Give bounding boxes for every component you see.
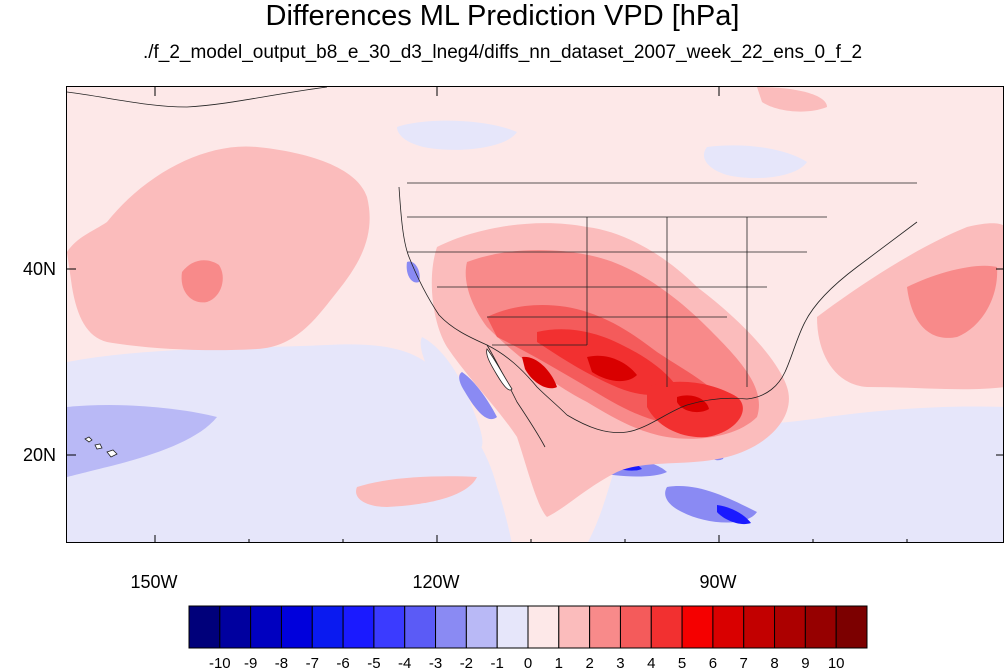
colorbar bbox=[188, 605, 868, 649]
colorbar-box bbox=[435, 605, 467, 649]
colorbar-box bbox=[527, 605, 560, 649]
colorbar-box bbox=[250, 605, 282, 649]
colorbar-label: -7 bbox=[305, 655, 319, 672]
colorbar-box bbox=[373, 605, 406, 649]
colorbar-box bbox=[743, 605, 776, 649]
positive-medium-atlantic bbox=[907, 265, 998, 338]
colorbar-box bbox=[681, 605, 714, 649]
colorbar-label: -9 bbox=[243, 655, 258, 672]
y-tick-label-40n: 40N bbox=[22, 259, 56, 279]
hawaii-islands bbox=[84, 436, 118, 458]
colorbar-box bbox=[774, 605, 806, 649]
colorbar-box bbox=[188, 605, 221, 649]
colorbar-label: -10 bbox=[208, 655, 231, 672]
colorbar-label: 0 bbox=[523, 655, 533, 672]
plot-subtitle: ./f_2_model_output_b8_e_30_d3_lneg4/diff… bbox=[142, 42, 863, 63]
colorbar-box bbox=[311, 605, 344, 649]
colorbar-label: 3 bbox=[616, 655, 625, 672]
x-tick-label-120w: 120W bbox=[412, 572, 460, 592]
colorbar-box bbox=[619, 605, 652, 649]
colorbar-box bbox=[496, 605, 529, 649]
positive-medium-pacific bbox=[181, 260, 223, 303]
negative-moderate-baja-coast bbox=[459, 372, 497, 420]
coastline-and-borders bbox=[398, 182, 918, 434]
negative-region-pacific-north bbox=[397, 120, 517, 150]
positive-peak-mexico bbox=[522, 356, 557, 389]
colorbar-box bbox=[650, 605, 683, 649]
colorbar-label: -4 bbox=[398, 655, 412, 672]
positive-region-east-pacific bbox=[356, 476, 477, 507]
mexico-coast bbox=[486, 344, 546, 448]
positive-region-atlantic bbox=[817, 223, 1003, 390]
colorbar-box bbox=[219, 605, 252, 649]
negative-blue-west-coast bbox=[406, 261, 420, 283]
positive-peak-texas bbox=[587, 355, 637, 382]
colorbar-label: 7 bbox=[739, 655, 748, 672]
colorbar-label: -3 bbox=[428, 655, 443, 672]
colorbar-label: 8 bbox=[770, 655, 779, 672]
baja-peninsula bbox=[486, 348, 513, 391]
plot-title: Differences ML Prediction VPD [hPa] bbox=[265, 0, 740, 32]
colorbar-label: 9 bbox=[801, 655, 810, 672]
positive-region-north-pacific bbox=[757, 87, 827, 112]
colorbar-label: -5 bbox=[367, 655, 381, 672]
colorbar-box bbox=[280, 605, 313, 649]
colorbar-box bbox=[835, 605, 868, 649]
positive-region-pacific-high bbox=[67, 146, 370, 351]
colorbar-label: 4 bbox=[647, 655, 656, 672]
colorbar-label: -8 bbox=[274, 655, 289, 672]
colorbar-box bbox=[465, 605, 498, 649]
negative-moderate-pacific bbox=[67, 405, 217, 477]
colorbar-label: 6 bbox=[708, 655, 718, 672]
colorbar-label: 10 bbox=[827, 655, 845, 672]
x-tick-label-90w: 90W bbox=[699, 572, 737, 592]
tick-marks bbox=[67, 87, 1003, 542]
y-tick-label-20n: 20N bbox=[22, 445, 56, 465]
colorbar-box bbox=[342, 605, 375, 649]
negative-region-baja bbox=[420, 337, 483, 452]
colorbar-label: -6 bbox=[336, 655, 350, 672]
map-panel bbox=[66, 86, 1004, 543]
colorbar-labels: -10 -9 -8 -7 -6 -5 -4 -3 -2 -1 0 1 2 3 4 5 6 7 8 9 10 bbox=[0, 654, 1005, 672]
negative-strong-central-america bbox=[717, 505, 751, 525]
negative-region-great-lakes bbox=[703, 145, 807, 179]
alaska-coast bbox=[67, 87, 328, 108]
map-canvas bbox=[67, 87, 1003, 542]
colorbar-box bbox=[558, 605, 591, 649]
colorbar-box bbox=[712, 605, 745, 649]
colorbar-label: -1 bbox=[490, 655, 504, 672]
colorbar-box bbox=[589, 605, 621, 649]
colorbar-label: 2 bbox=[585, 655, 594, 672]
colorbar-label: 5 bbox=[677, 655, 687, 672]
colorbar-box bbox=[804, 605, 837, 649]
colorbar-box bbox=[404, 605, 437, 649]
x-tick-label-150w: 150W bbox=[130, 572, 178, 592]
colorbar-label: -2 bbox=[459, 655, 474, 672]
colorbar-label: 1 bbox=[554, 655, 563, 672]
